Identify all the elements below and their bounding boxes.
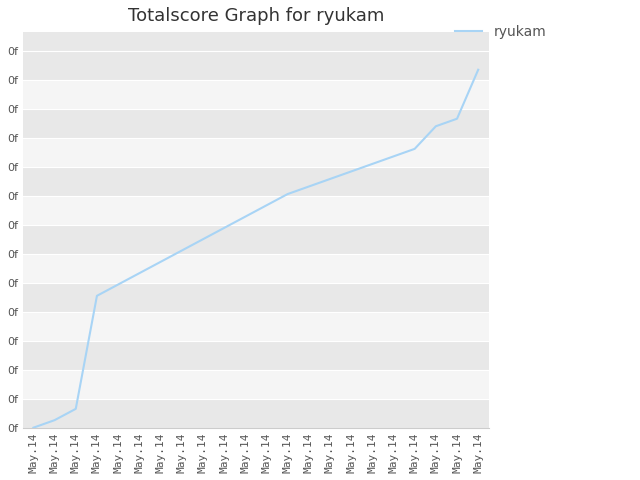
ryukam: [51, 417, 58, 423]
Bar: [23, 312, 489, 341]
ryukam: [411, 146, 419, 152]
Bar: [23, 341, 489, 370]
ryukam: [390, 154, 397, 159]
Bar: [23, 51, 489, 80]
ryukam: [29, 425, 37, 431]
ryukam: [199, 237, 207, 242]
Bar: [23, 225, 489, 254]
ryukam: [305, 184, 312, 190]
Bar: [23, 109, 489, 138]
Bar: [23, 196, 489, 225]
ryukam: [284, 191, 291, 197]
ryukam: [432, 123, 440, 129]
Title: Totalscore Graph for ryukam: Totalscore Graph for ryukam: [127, 7, 384, 25]
ryukam: [178, 248, 186, 253]
ryukam: [474, 67, 482, 72]
Bar: [23, 370, 489, 399]
ryukam: [157, 259, 164, 265]
Bar: [23, 80, 489, 109]
Line: ryukam: ryukam: [33, 70, 478, 428]
Bar: [23, 283, 489, 312]
Bar: [23, 254, 489, 283]
Bar: [23, 138, 489, 167]
ryukam: [326, 176, 334, 182]
ryukam: [241, 214, 249, 219]
Bar: [23, 399, 489, 428]
Bar: [23, 167, 489, 196]
ryukam: [93, 293, 100, 299]
ryukam: [262, 203, 270, 208]
ryukam: [369, 161, 376, 167]
ryukam: [453, 116, 461, 121]
ryukam: [136, 270, 143, 276]
ryukam: [220, 225, 228, 231]
ryukam: [115, 282, 122, 288]
Legend: ryukam: ryukam: [449, 19, 552, 44]
ryukam: [348, 168, 355, 174]
ryukam: [72, 406, 79, 412]
